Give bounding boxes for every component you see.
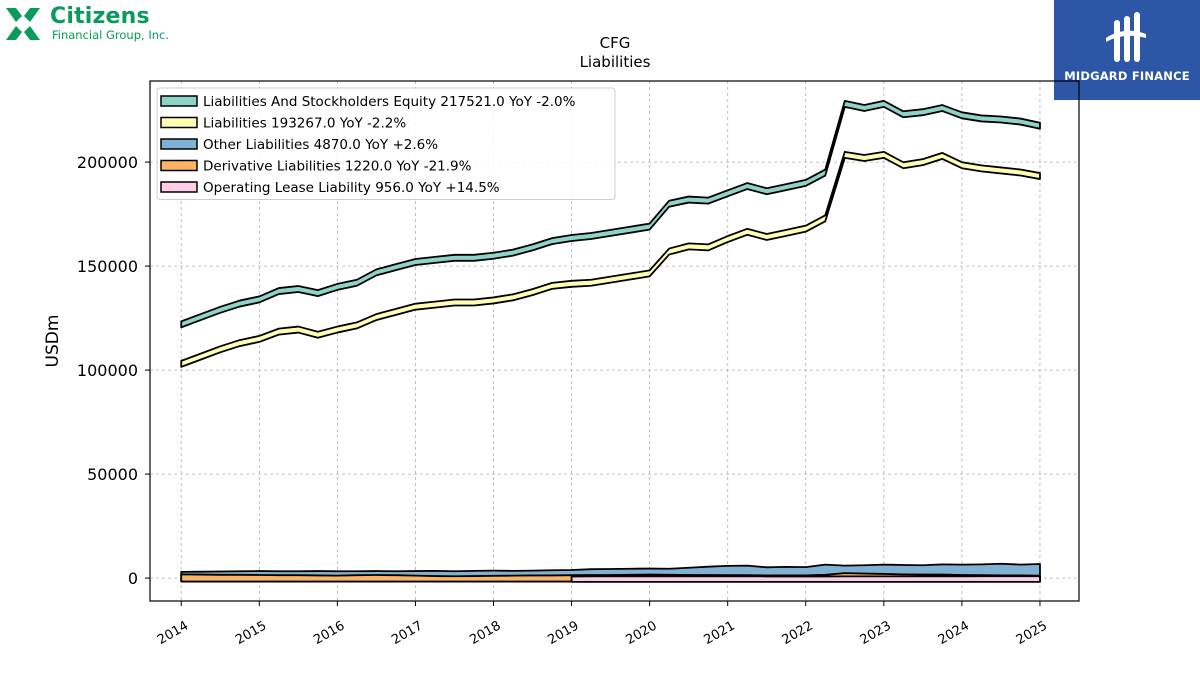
chart-subtitle: Liabilities: [580, 53, 651, 71]
plot-frame: [149, 80, 1080, 602]
legend: Liabilities And Stockholders Equity 2175…: [156, 87, 616, 200]
y-tick-label: 150000: [77, 257, 138, 276]
x-tick-label: 2022: [780, 618, 816, 648]
x-tick-label: 2014: [155, 618, 191, 648]
x-tick-label: 2020: [623, 618, 659, 648]
y-tick-label: 100000: [77, 361, 138, 380]
series-area-4: [570, 575, 1041, 583]
series-area-0: [180, 99, 1041, 329]
series-area-1: [180, 150, 1041, 368]
legend-label-2: Other Liabilities 4870.0 YoY +2.6%: [203, 137, 438, 153]
x-tick-label: 2021: [702, 618, 738, 648]
y-axis-label: USDm: [43, 315, 63, 368]
area-series: [180, 99, 1041, 583]
legend-swatch-0: [160, 95, 198, 107]
x-tick-label: 2018: [467, 618, 503, 648]
citizens-brand-text: Citizens: [50, 4, 150, 29]
y-tick-label: 50000: [87, 465, 138, 484]
legend-label-4: Operating Lease Liability 956.0 YoY +14.…: [203, 180, 500, 196]
x-tick-label: 2016: [311, 618, 347, 648]
midgard-finance-text: MIDGARD FINANCE: [1064, 69, 1190, 83]
legend-label-1: Liabilities 193267.0 YoY -2.2%: [203, 116, 406, 132]
legend-box: [156, 87, 616, 200]
legend-swatch-3: [160, 159, 198, 172]
citizens-sub-text: Financial Group, Inc.: [52, 28, 169, 42]
midgard-mark-icon: [1106, 12, 1146, 62]
legend-swatch-4: [160, 181, 198, 193]
y-tick-label: 0: [128, 569, 138, 588]
x-tick-label: 2025: [1014, 618, 1050, 648]
chart-title: CFG: [600, 34, 631, 52]
citizens-mark-icon: [6, 8, 40, 40]
legend-swatch-2: [160, 138, 198, 150]
midgard-finance-logo: MIDGARD FINANCE: [1054, 0, 1200, 100]
x-tick-label: 2015: [233, 618, 269, 648]
x-tick-label: 2019: [545, 618, 581, 648]
x-tick-label: 2023: [858, 618, 894, 648]
x-tick-label: 2017: [389, 618, 425, 648]
citizens-logo: Citizens Financial Group, Inc.: [4, 4, 194, 44]
legend-swatch-1: [160, 116, 198, 129]
x-tick-label: 2024: [936, 618, 972, 648]
y-tick-label: 200000: [77, 153, 138, 172]
legend-label-0: Liabilities And Stockholders Equity 2175…: [203, 94, 576, 110]
legend-label-3: Derivative Liabilities 1220.0 YoY -21.9%: [203, 159, 472, 175]
